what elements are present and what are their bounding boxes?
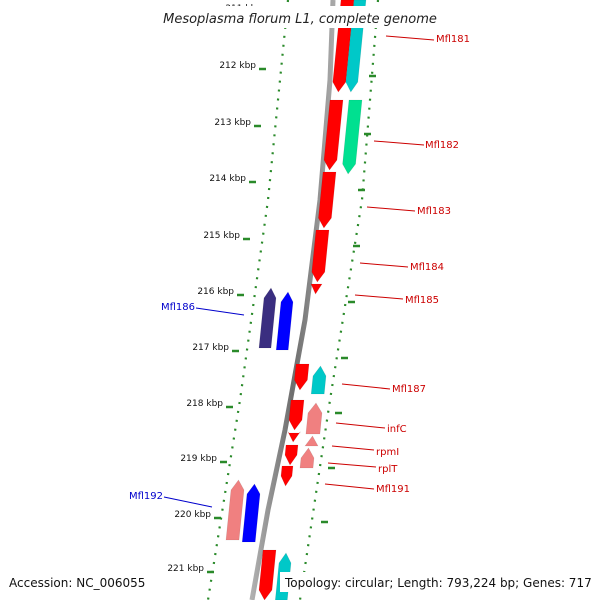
strand-line-left xyxy=(206,0,290,601)
gene-mfl191[interactable] xyxy=(280,465,294,487)
gene-mfl182-rna[interactable] xyxy=(342,99,363,175)
gene-leader-line xyxy=(327,462,377,468)
gene-rpmi[interactable] xyxy=(287,430,301,443)
gene-mfl185[interactable] xyxy=(310,283,323,295)
gene-mfl192-b[interactable] xyxy=(241,483,261,543)
gene-mfl182[interactable] xyxy=(323,99,344,171)
gene-mfl187[interactable] xyxy=(294,363,310,391)
gene-label-right[interactable]: infC xyxy=(387,424,407,435)
kbp-label: 221 kbp xyxy=(167,564,204,574)
gene-leader-line xyxy=(385,35,435,41)
gene-leader-line xyxy=(359,262,409,268)
gene-leader-line xyxy=(373,140,425,146)
kbp-label: 214 kbp xyxy=(209,174,246,184)
gene-label-right[interactable]: Mfl185 xyxy=(405,295,439,306)
gene-leader-line xyxy=(331,445,375,451)
gene-leader-line xyxy=(195,307,245,316)
map-title: Mesoplasma florum L1, complete genome xyxy=(163,12,437,27)
kbp-label: 213 kbp xyxy=(214,118,251,128)
strand-line-right xyxy=(298,0,380,601)
kbp-label: 216 kbp xyxy=(197,287,234,297)
kbp-label: 219 kbp xyxy=(180,454,217,464)
strand-dotted-lines xyxy=(206,0,380,601)
gene-leader-line xyxy=(341,383,391,390)
accession-label: Accession: NC_006055 xyxy=(9,576,145,590)
gene-label-left[interactable]: Mfl192 xyxy=(129,491,163,502)
gene-label-right[interactable]: Mfl182 xyxy=(425,140,459,151)
gene-leader-line xyxy=(324,483,375,490)
gene-infc-b[interactable] xyxy=(305,402,323,435)
gene-mfl187-rna[interactable] xyxy=(310,365,327,395)
gene-leader-line xyxy=(366,206,416,212)
topology-label: Topology: circular; Length: 793,224 bp; … xyxy=(284,576,592,590)
gene-leader-line xyxy=(163,496,213,508)
gene-mfl186-b[interactable] xyxy=(275,291,294,351)
gene-label-right[interactable]: rpmI xyxy=(376,447,399,458)
gene-label-right[interactable]: Mfl191 xyxy=(376,484,410,495)
gene-label-right[interactable]: Mfl181 xyxy=(436,34,470,45)
gene-leader-line xyxy=(354,294,404,300)
kbp-label: 218 kbp xyxy=(186,399,223,409)
gene-mfl184[interactable] xyxy=(311,229,330,283)
gene-mfl186-a[interactable] xyxy=(258,287,277,349)
kbp-label: 217 kbp xyxy=(192,343,229,353)
kbp-label: 215 kbp xyxy=(203,231,240,241)
kbp-label: 220 kbp xyxy=(174,510,211,520)
gene-label-right[interactable]: Mfl187 xyxy=(392,384,426,395)
gene-leader-line xyxy=(335,422,386,429)
gene-mfl183[interactable] xyxy=(318,171,337,229)
gene-features xyxy=(225,0,367,601)
kbp-label: 212 kbp xyxy=(219,61,256,71)
gene-label-right[interactable]: rplT xyxy=(378,464,398,475)
genome-backbone xyxy=(249,0,336,601)
gene-bottom-1[interactable] xyxy=(258,549,277,601)
gene-label-left[interactable]: Mfl186 xyxy=(161,302,195,313)
title-background xyxy=(150,6,450,28)
topology-background xyxy=(280,572,596,592)
gene-rplt[interactable] xyxy=(284,444,299,466)
gene-rpmi-b[interactable] xyxy=(304,435,319,447)
gene-label-right[interactable]: Mfl184 xyxy=(410,262,444,273)
accession-background xyxy=(4,572,154,592)
gene-label-right[interactable]: Mfl183 xyxy=(417,206,451,217)
gene-labels: Mfl181 Mfl182 Mfl183 Mfl184 Mfl185 Mfl187 infC… xyxy=(129,34,470,508)
gene-mfl192-a[interactable] xyxy=(225,479,245,541)
gene-rplt-b[interactable] xyxy=(299,447,315,469)
gene-infc[interactable] xyxy=(288,399,305,431)
